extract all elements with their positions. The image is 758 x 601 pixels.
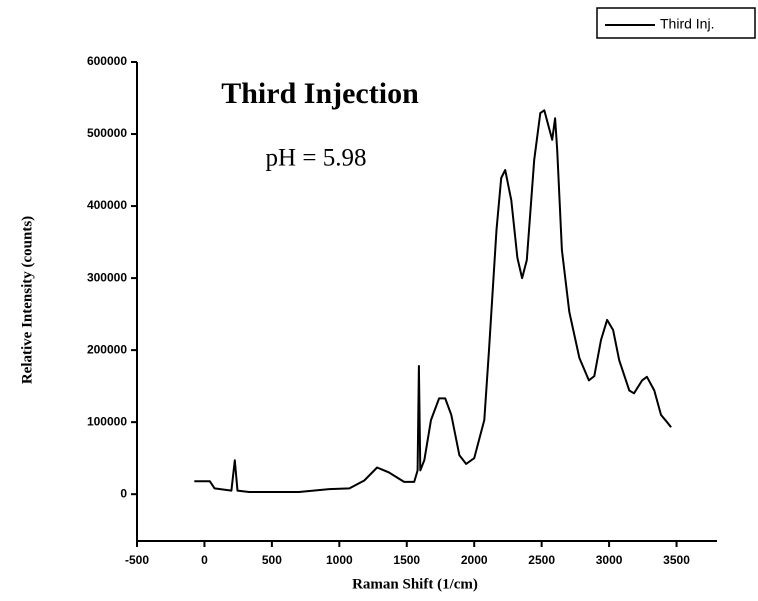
y-tick-label: 600000 <box>87 54 127 68</box>
y-tick-label: 400000 <box>87 198 127 212</box>
y-tick-label: 0 <box>120 486 127 500</box>
x-tick-label: 2500 <box>528 553 555 567</box>
x-tick-label: 1500 <box>393 553 420 567</box>
legend-label: Third Inj. <box>660 16 714 32</box>
x-tick-label: 2000 <box>461 553 488 567</box>
annotation: pH = 5.98 <box>266 145 367 172</box>
y-axis-label: Relative Intensity (counts) <box>19 216 35 384</box>
x-tick-label: -500 <box>125 553 149 567</box>
line-series <box>194 109 672 493</box>
y-tick-label: 200000 <box>87 342 127 356</box>
x-tick-label: 0 <box>201 553 208 567</box>
annotation: Third Injection <box>221 77 419 110</box>
x-tick-label: 1000 <box>326 553 353 567</box>
x-axis-label: Raman Shift (1/cm) <box>352 576 478 592</box>
x-tick-label: 3500 <box>663 553 690 567</box>
y-tick-label: 100000 <box>87 414 127 428</box>
x-tick-label: 3000 <box>596 553 623 567</box>
y-tick-label: 500000 <box>87 126 127 140</box>
x-tick-label: 500 <box>262 553 282 567</box>
y-tick-label: 300000 <box>87 270 127 284</box>
legend-box <box>596 7 756 39</box>
